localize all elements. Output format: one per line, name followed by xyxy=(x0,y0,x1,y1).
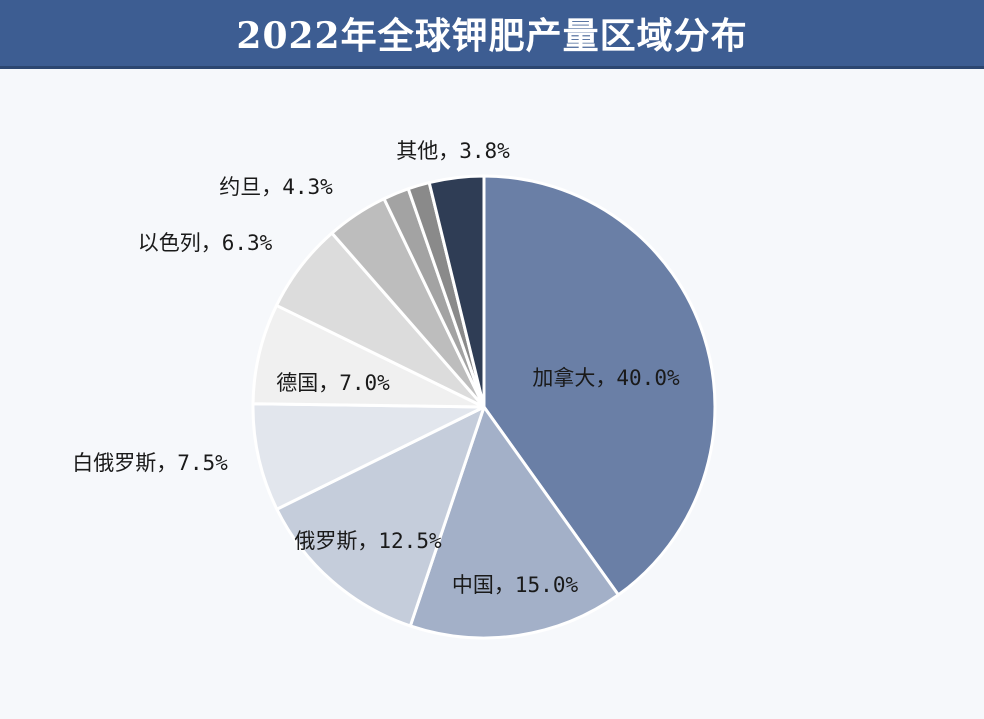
slice-label-3: 白俄罗斯，7.5% xyxy=(72,451,228,475)
slice-label-9: 其他，3.8% xyxy=(396,139,510,163)
slice-label-1: 中国，15.0% xyxy=(452,573,579,597)
title-banner: 2022年全球钾肥产量区域分布 xyxy=(0,0,984,69)
slice-label-0: 加拿大，40.0% xyxy=(532,366,680,390)
slice-label-6: 约旦，4.3% xyxy=(219,175,333,199)
slice-label-5: 以色列，6.3% xyxy=(138,231,273,255)
pie-slice-1 xyxy=(408,405,620,640)
pie-slice-2 xyxy=(275,405,486,628)
pie-slice-4 xyxy=(251,303,486,409)
slice-label-4: 德国，7.0% xyxy=(276,371,390,395)
pie-labels: 加拿大，40.0% 中国，15.0% 俄罗斯，12.5% 白俄罗斯，7.5% 德国，7.… xyxy=(72,139,680,597)
pie-slice-3 xyxy=(251,402,486,511)
chart-title: 2022年全球钾肥产量区域分布 xyxy=(236,15,748,57)
pie-slices xyxy=(251,174,717,640)
pie-slice-0 xyxy=(482,174,717,597)
slice-label-2: 俄罗斯，12.5% xyxy=(294,529,442,553)
pie-slice-9 xyxy=(427,174,486,409)
